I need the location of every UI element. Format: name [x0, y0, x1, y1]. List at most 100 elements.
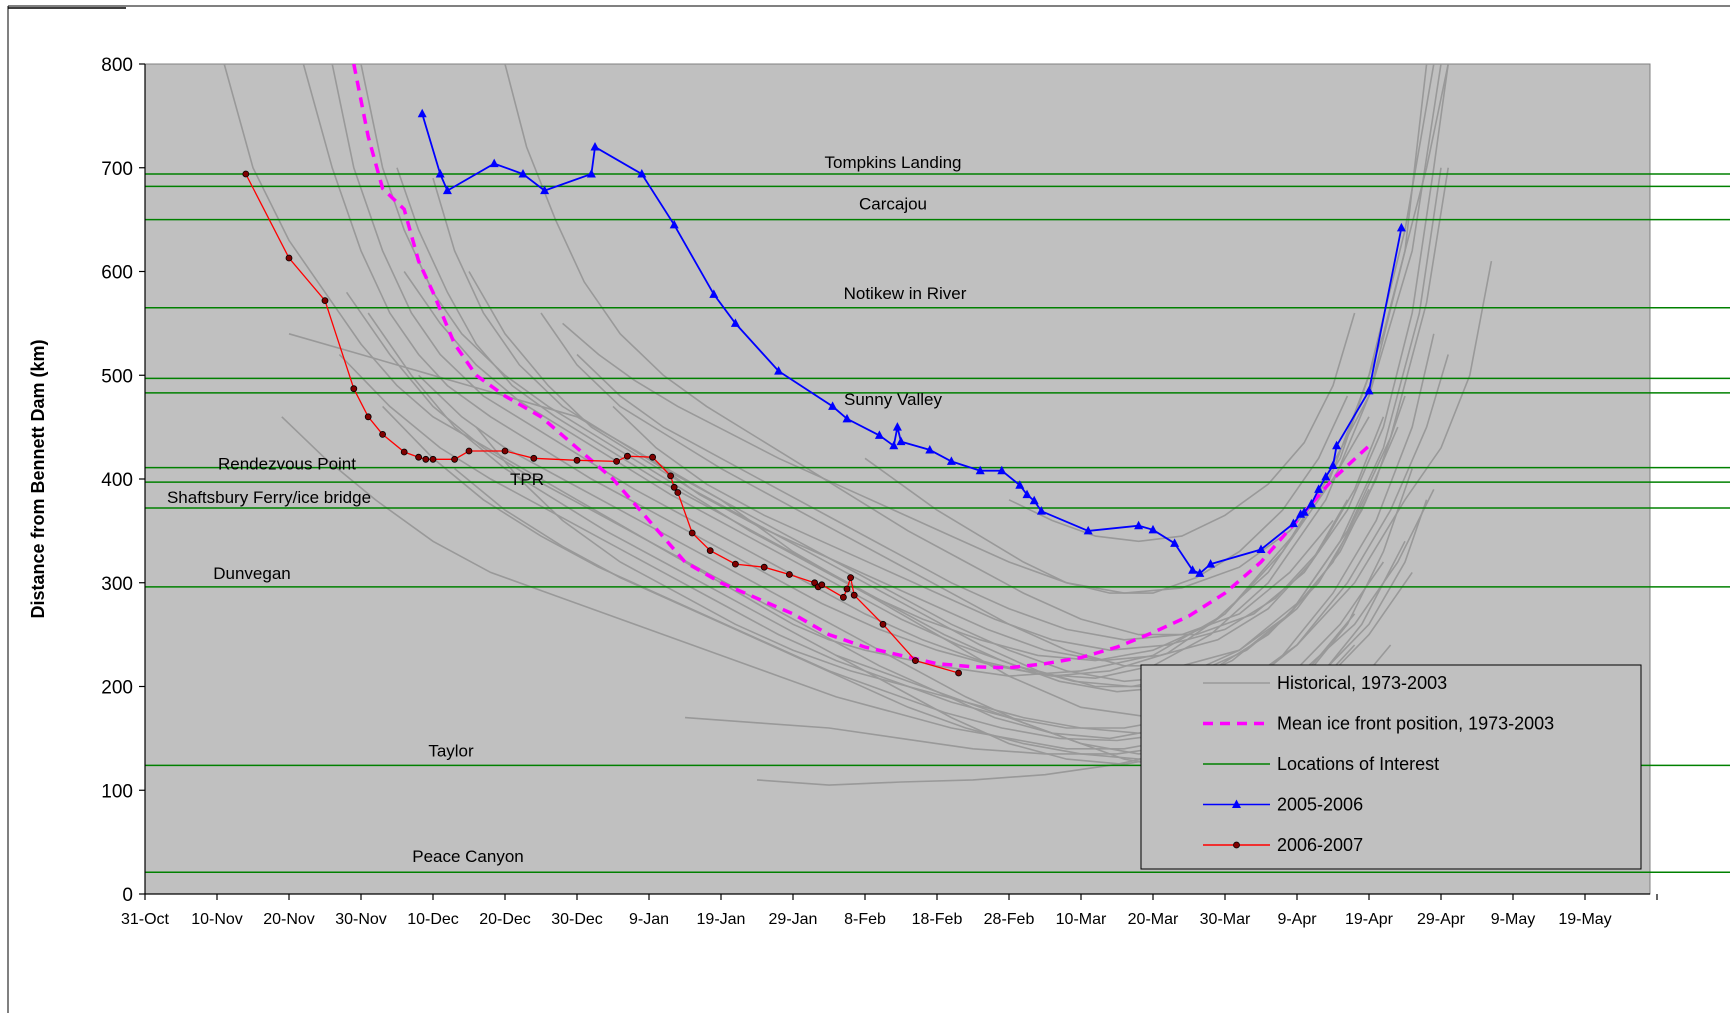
point-2005-2006-45 — [1396, 222, 1406, 232]
location-label: Dunvegan — [213, 564, 291, 583]
location-label: Shaftsbury Ferry/ice bridge — [167, 488, 371, 507]
point-2005-2006-31 — [1170, 538, 1180, 547]
point-2005-2006-16 — [874, 430, 884, 439]
y-axis-label: Distance from Bennett Dam (km) — [28, 339, 48, 618]
point-2005-2006-32 — [1188, 565, 1198, 574]
locations-of-interest: Tompkins Landing Carcajou Notikew in River… — [145, 153, 1730, 873]
point-2005-2006-5 — [518, 168, 528, 178]
point-2006-2007-26 — [786, 571, 793, 578]
location-label: Taylor — [428, 741, 474, 760]
point-2006-2007-33 — [850, 591, 858, 599]
y-tick-label: 0 — [122, 885, 133, 906]
location-label: Rendezvous Point — [218, 455, 356, 474]
x-tick-label: 20-Dec — [479, 911, 531, 928]
x-tick-label: 20-Nov — [263, 911, 315, 928]
historical-line-26 — [403, 271, 1406, 688]
point-2005-2006-25 — [1022, 489, 1032, 499]
historical-line-27 — [864, 395, 1349, 594]
point-2005-2006-15 — [842, 413, 852, 423]
x-tick-label: 31-Oct — [121, 911, 170, 928]
legend-label: Locations of Interest — [1277, 754, 1439, 774]
x-tick-label: 10-Dec — [407, 911, 459, 928]
y-tick-label: 500 — [101, 366, 133, 387]
x-tick-label: 9-Jan — [629, 911, 669, 928]
point-2005-2006-20 — [925, 444, 935, 454]
point-2006-2007-12 — [465, 447, 473, 455]
x-tick-label: 9-Apr — [1277, 911, 1317, 928]
x-tick-label: 19-Apr — [1345, 911, 1394, 928]
x-tick-label: 19-Jan — [697, 911, 746, 928]
point-2006-2007-24 — [732, 560, 739, 568]
location-label: Tompkins Landing — [824, 153, 961, 172]
legend-label: 2005-2006 — [1277, 795, 1363, 815]
location-label: TPR — [510, 470, 544, 489]
point-2006-2007-20 — [670, 483, 678, 491]
point-2006-2007-18 — [649, 453, 656, 461]
point-2005-2006-14 — [828, 401, 838, 410]
point-2006-2007-34 — [879, 620, 887, 628]
point-2006-2007-23 — [706, 547, 714, 554]
point-2005-2006-22 — [975, 465, 985, 475]
point-2005-2006-34 — [1206, 559, 1216, 568]
point-2006-2007-32 — [847, 574, 854, 581]
x-tick-label: 30-Nov — [335, 911, 387, 928]
legend-box — [1140, 664, 1642, 870]
point-2006-2007-1 — [242, 170, 250, 178]
legend-marker — [1233, 841, 1240, 849]
historical-line-22 — [684, 499, 1428, 755]
point-2005-2006-41 — [1321, 471, 1331, 481]
point-2006-2007-14 — [530, 454, 538, 462]
historical-line-13 — [468, 271, 1399, 688]
point-2005-2006-21 — [946, 456, 956, 465]
legend-label: Historical, 1973-2003 — [1277, 673, 1447, 693]
historical-line-15 — [540, 312, 1370, 667]
x-tick-label: 9-May — [1491, 911, 1535, 928]
point-2005-2006-7 — [586, 168, 596, 178]
historical-line-8 — [345, 291, 1435, 740]
point-2006-2007-16 — [613, 457, 620, 465]
point-2005-2006-4 — [489, 158, 499, 168]
point-2005-2006-27 — [1036, 506, 1046, 515]
point-2005-2006-10 — [669, 219, 679, 229]
point-2006-2007-5 — [364, 413, 372, 421]
mean-ice-front-line — [352, 64, 1371, 670]
point-2005-2006-28 — [1083, 525, 1093, 535]
point-2005-2006-35 — [1256, 544, 1266, 554]
point-2006-2007-15 — [573, 456, 581, 464]
point-2005-2006-38 — [1299, 507, 1309, 516]
point-2005-2006-33 — [1195, 568, 1205, 577]
legend-marker — [1232, 799, 1241, 808]
point-2006-2007-29 — [818, 581, 826, 589]
point-2005-2006-42 — [1328, 460, 1338, 470]
y-tick-label: 700 — [101, 159, 133, 180]
x-tick-label: 20-Mar — [1128, 911, 1179, 928]
x-tick-label: 29-Jan — [769, 911, 818, 928]
x-tick-label: 10-Nov — [191, 911, 243, 928]
point-2005-2006-13 — [774, 366, 784, 375]
x-tick-label: 28-Feb — [984, 911, 1035, 928]
point-2006-2007-3 — [321, 297, 329, 305]
y-tick-label: 100 — [101, 781, 133, 802]
point-2006-2007-31 — [843, 585, 851, 593]
point-2005-2006-1 — [417, 108, 427, 118]
x-tick-label: 30-Dec — [551, 911, 603, 928]
point-2006-2007-7 — [400, 448, 408, 456]
point-2006-2007-10 — [429, 455, 437, 463]
historical-line-25 — [562, 322, 1370, 594]
x-tick-label: 18-Feb — [912, 911, 963, 928]
point-2006-2007-2 — [285, 254, 293, 262]
point-2006-2007-35 — [912, 657, 919, 664]
series-2005-2006 — [417, 108, 1406, 577]
point-2006-2007-9 — [422, 455, 430, 463]
point-2006-2007-13 — [501, 447, 509, 455]
axes: 0 100 200 300 400 500 600 700 800 31-Oct 10-Nov 20-… — [101, 55, 1658, 928]
mean-ice-front-line — [352, 64, 1371, 670]
y-tick-label: 600 — [101, 263, 133, 284]
point-2005-2006-12 — [730, 318, 740, 327]
historical-line-16 — [576, 353, 1334, 641]
location-label: Carcajou — [859, 195, 927, 214]
historical-line-28 — [1008, 312, 1356, 543]
point-2005-2006-6 — [540, 185, 550, 195]
